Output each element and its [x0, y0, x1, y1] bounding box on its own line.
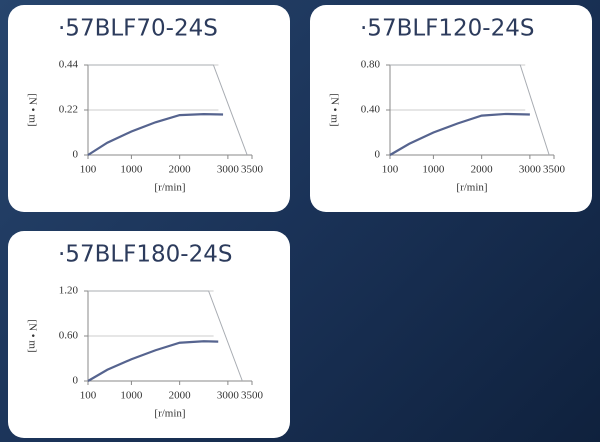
- x-tick-label: 100: [382, 164, 399, 176]
- x-tick-label: 2000: [169, 390, 192, 402]
- x-tick-label: 3000: [217, 390, 240, 402]
- x-tick-label: 2000: [471, 164, 494, 176]
- chart: ·57BLF180-24S [N • m] [r/min] 0 0.60 1.20 100 1…: [26, 242, 264, 420]
- y-tick-label: 0: [73, 375, 79, 387]
- card: ·57BLF70-24S [N • m] [r/min] 0 0.22 0.44 100 10…: [8, 5, 290, 212]
- series-line: [389, 112, 530, 156]
- y-tick-label: 0.44: [59, 59, 79, 71]
- x-tick-label: 100: [80, 164, 97, 176]
- y-tick-label: 0: [73, 149, 79, 161]
- y-tick-label: 0.80: [361, 59, 381, 71]
- x-tick-label: 1000: [120, 390, 143, 402]
- x-tick-label: 100: [80, 390, 97, 402]
- chart-title: ·57BLF180-24S: [58, 242, 232, 268]
- series-line: [390, 64, 550, 156]
- y-axis-label: [N • m]: [26, 319, 38, 352]
- y-tick-label: 1.20: [59, 285, 79, 297]
- x-tick-label: 1000: [422, 164, 445, 176]
- y-axis-label: [N • m]: [26, 93, 38, 126]
- y-tick-label: 0.40: [361, 104, 381, 116]
- chart-title: ·57BLF70-24S: [58, 16, 218, 42]
- series-line: [88, 64, 248, 156]
- y-tick-label: 0: [375, 149, 381, 161]
- y-tick-label: 0.22: [59, 104, 78, 116]
- card: ·57BLF120-24S [N • m] [r/min] 0 0.40 0.80 100 1…: [310, 5, 592, 212]
- series-line: [87, 340, 219, 382]
- chart-title: ·57BLF120-24S: [360, 16, 534, 42]
- x-axis-label: [r/min]: [154, 182, 185, 194]
- x-tick-label: 3500: [543, 164, 566, 176]
- x-tick-label: 1000: [120, 164, 143, 176]
- x-tick-label: 3000: [217, 164, 240, 176]
- x-tick-label: 3500: [241, 390, 264, 402]
- chart: ·57BLF120-24S [N • m] [r/min] 0 0.40 0.80 100 1…: [328, 16, 566, 194]
- series-line: [88, 290, 243, 382]
- series-line: [87, 112, 224, 156]
- x-axis-label: [r/min]: [456, 182, 487, 194]
- chart: ·57BLF70-24S [N • m] [r/min] 0 0.22 0.44 100 10…: [26, 16, 264, 194]
- x-tick-label: 2000: [169, 164, 192, 176]
- y-tick-label: 0.60: [59, 330, 79, 342]
- x-axis-label: [r/min]: [154, 408, 185, 420]
- card: ·57BLF180-24S [N • m] [r/min] 0 0.60 1.20 100 1…: [8, 231, 290, 438]
- x-tick-label: 3500: [241, 164, 264, 176]
- x-tick-label: 3000: [519, 164, 542, 176]
- y-axis-label: [N • m]: [328, 93, 340, 126]
